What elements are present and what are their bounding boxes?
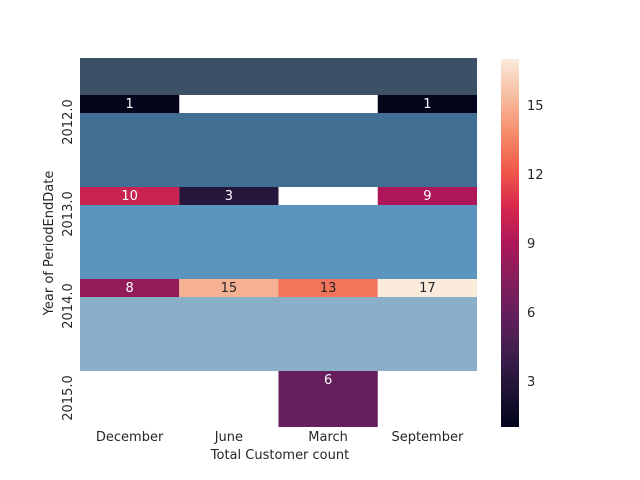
- x-tick-label: March: [308, 430, 348, 445]
- colorbar-tick-label: 9: [527, 237, 535, 252]
- heatmap-cell: [278, 371, 378, 427]
- y-tick-label: 2013.0: [61, 191, 76, 237]
- y-tick-label: 2012.0: [61, 99, 76, 145]
- cell-value-label: 10: [121, 189, 138, 204]
- overlay-bands: [80, 58, 477, 371]
- overlay-band: [80, 113, 477, 187]
- heatmap-cell: [80, 95, 180, 113]
- cell-value-label: 6: [324, 373, 332, 388]
- heatmap-cell: [179, 279, 279, 297]
- heatmap-cell: [80, 187, 180, 205]
- x-tick-label: September: [391, 430, 464, 445]
- overlay-band: [80, 205, 477, 279]
- heatmap-cell: [80, 279, 180, 297]
- colorbar-tick-label: 15: [527, 99, 544, 114]
- colorbar-tick-label: 6: [527, 306, 535, 321]
- cell-value-label: 1: [125, 97, 133, 112]
- heatmap-cell: [179, 187, 279, 205]
- y-tick-labels: 2012.0 2013.0 2014.0 2015.0: [61, 99, 76, 421]
- cell-value-label: 3: [225, 189, 233, 204]
- cell-value-label: 8: [125, 281, 133, 296]
- colorbar: 3 6 9 12 15: [501, 59, 544, 427]
- cell-value-label: 15: [221, 281, 238, 296]
- y-axis-label: Year of PeriodEndDate: [42, 171, 57, 317]
- overlay-band: [80, 58, 477, 95]
- x-tick-label: June: [214, 430, 243, 445]
- cell-value-label: 1: [423, 97, 431, 112]
- heatmap-cell: [377, 187, 477, 205]
- y-tick-label: 2015.0: [61, 375, 76, 421]
- colorbar-tick-label: 12: [527, 168, 544, 183]
- x-tick-labels: December June March September: [96, 430, 464, 445]
- heatmap-cell: [278, 279, 378, 297]
- x-axis-label: Total Customer count: [210, 448, 349, 463]
- heatmap-cell: [377, 95, 477, 113]
- cell-value-label: 9: [423, 189, 431, 204]
- cell-value-label: 13: [320, 281, 337, 296]
- heatmap-cells: 1 1 10 3 9 8 15 13 17 6: [80, 95, 477, 427]
- heatmap-cell: [377, 279, 477, 297]
- x-tick-label: December: [96, 430, 164, 445]
- colorbar-gradient: [501, 59, 519, 427]
- overlay-band: [80, 297, 477, 371]
- y-tick-label: 2014.0: [61, 283, 76, 329]
- colorbar-tick-label: 3: [527, 375, 535, 390]
- cell-value-label: 17: [419, 281, 436, 296]
